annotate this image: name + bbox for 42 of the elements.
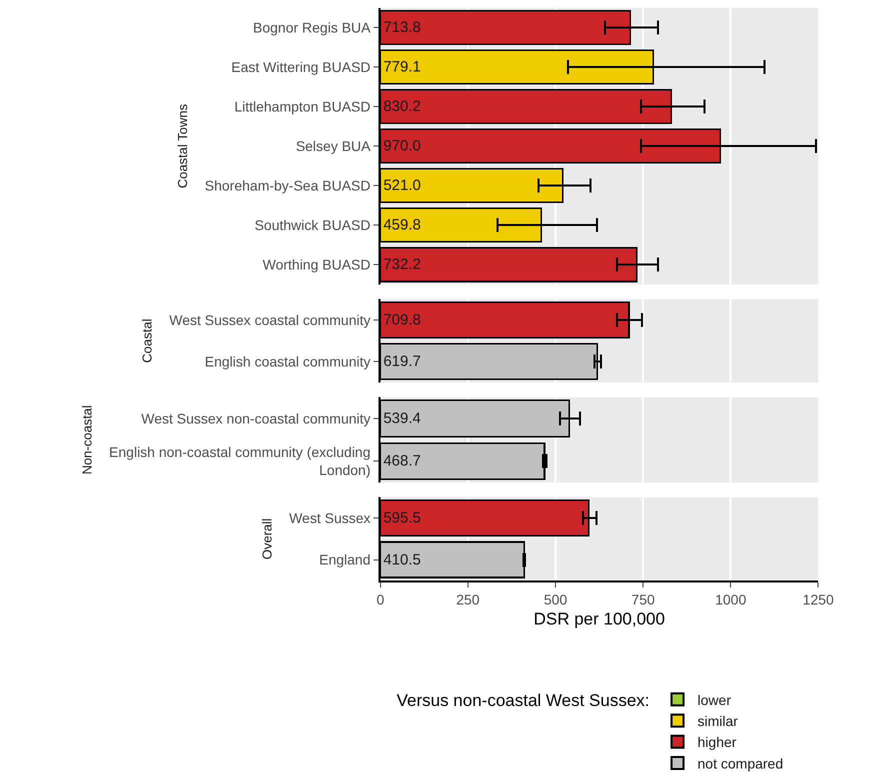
- legend-label: lower: [698, 692, 732, 708]
- legend-label: higher: [698, 734, 737, 750]
- data-label: 709.8: [383, 311, 421, 328]
- legend-label: similar: [698, 713, 738, 730]
- legend-label: not compared: [698, 755, 784, 772]
- y-axis-title: Non-coastal: [80, 405, 95, 475]
- data-label: 539.4: [383, 410, 421, 428]
- y-tick-label: Bognor Regis BUA: [253, 19, 372, 36]
- x-tick-label: 1000: [715, 591, 746, 608]
- x-tick-label: 250: [456, 591, 480, 608]
- y-tick-label: Southwick BUASD: [254, 217, 371, 234]
- x-tick-label: 750: [631, 591, 655, 608]
- y-tick-label: Littlehampton BUASD: [234, 98, 371, 115]
- data-label: 713.8: [383, 19, 421, 36]
- x-tick-label: 0: [376, 591, 384, 608]
- y-tick-label: English non-coastal community (excluding London): [109, 444, 371, 478]
- data-label: 468.7: [383, 452, 421, 470]
- y-axis-title: Overall: [260, 518, 275, 560]
- data-label: 595.5: [383, 510, 421, 527]
- y-tick-label: Shoreham-by-Sea BUASD: [204, 178, 371, 194]
- x-tick-label: 1250: [802, 591, 834, 608]
- data-label: 619.7: [383, 353, 421, 370]
- y-tick-label: Selsey BUA: [296, 138, 372, 154]
- legend-title: Versus non-coastal West Sussex:: [396, 690, 650, 710]
- y-tick-label: West Sussex non-coastal community: [141, 410, 371, 426]
- y-tick-label: English coastal community: [204, 354, 371, 370]
- y-tick-label: England: [319, 552, 371, 568]
- data-label: 830.2: [383, 98, 421, 116]
- data-label: 732.2: [383, 256, 421, 274]
- data-label: 779.1: [383, 58, 421, 76]
- x-tick-label: 500: [544, 591, 568, 608]
- y-tick-label: West Sussex coastal community: [169, 312, 371, 328]
- y-tick-label: Worthing BUASD: [262, 256, 371, 273]
- data-label: 459.8: [383, 216, 421, 234]
- x-axis-title: DSR per 100,000: [534, 609, 665, 628]
- data-label: 521.0: [383, 177, 421, 194]
- y-axis-title: Coastal Towns: [175, 103, 190, 188]
- y-axis-title: Coastal: [140, 318, 155, 363]
- data-label: 970.0: [383, 138, 421, 155]
- data-label: 410.5: [383, 551, 421, 568]
- y-tick-label: East Wittering BUASD: [231, 59, 371, 76]
- y-tick-label: West Sussex: [289, 510, 371, 526]
